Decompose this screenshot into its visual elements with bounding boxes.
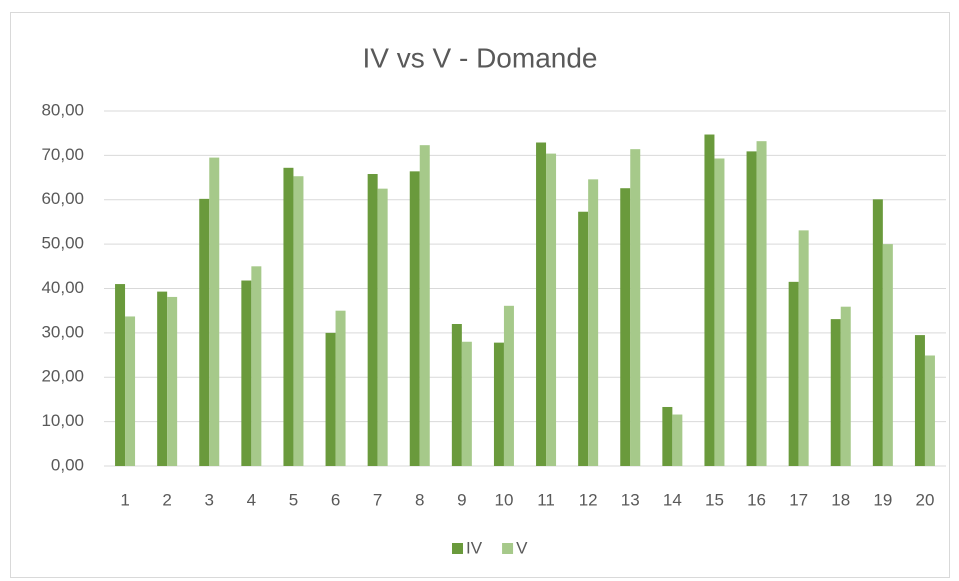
x-tick-label: 10 xyxy=(494,490,513,509)
bar xyxy=(672,414,683,466)
bar xyxy=(367,174,378,466)
y-tick-label: 20,00 xyxy=(41,367,84,386)
legend-label: V xyxy=(516,538,528,557)
bar xyxy=(840,306,851,466)
x-tick-label: 15 xyxy=(705,490,724,509)
bar xyxy=(377,188,388,466)
x-tick-label: 2 xyxy=(162,490,171,509)
x-tick-label: 20 xyxy=(915,490,934,509)
bar xyxy=(924,355,935,466)
bar xyxy=(746,151,757,466)
y-tick-label: 40,00 xyxy=(41,278,84,297)
y-tick-label: 10,00 xyxy=(41,411,84,430)
bar xyxy=(546,153,557,466)
x-tick-label: 13 xyxy=(621,490,640,509)
bar xyxy=(199,198,210,467)
x-tick-label: 17 xyxy=(789,490,808,509)
x-tick-label: 12 xyxy=(579,490,598,509)
x-tick-label: 1 xyxy=(120,490,129,509)
bar xyxy=(167,296,178,466)
bar xyxy=(914,335,925,466)
y-tick-label: 60,00 xyxy=(41,189,84,208)
bar xyxy=(251,266,262,466)
bar xyxy=(493,342,504,466)
legend-swatch xyxy=(452,543,463,554)
bar xyxy=(756,141,767,467)
bar xyxy=(714,158,725,466)
bar xyxy=(209,157,220,466)
bar xyxy=(125,316,136,466)
bar xyxy=(503,305,514,466)
x-tick-label: 3 xyxy=(205,490,214,509)
bar xyxy=(283,167,294,467)
x-tick-label: 9 xyxy=(457,490,466,509)
chart-title: IV vs V - Domande xyxy=(363,42,598,73)
bar xyxy=(241,280,252,466)
bar xyxy=(157,291,168,466)
bar xyxy=(620,188,631,466)
x-tick-label: 8 xyxy=(415,490,424,509)
x-tick-label: 14 xyxy=(663,490,682,509)
bar xyxy=(588,179,599,466)
bar xyxy=(325,332,336,466)
bar xyxy=(115,284,126,466)
bar xyxy=(788,281,799,466)
legend-label: IV xyxy=(466,538,483,557)
x-tick-label: 19 xyxy=(873,490,892,509)
y-tick-label: 30,00 xyxy=(41,322,84,341)
x-tick-label: 6 xyxy=(331,490,340,509)
x-tick-label: 16 xyxy=(747,490,766,509)
bar xyxy=(882,244,893,466)
x-tick-label: 4 xyxy=(247,490,256,509)
y-tick-label: 80,00 xyxy=(41,100,84,119)
bar xyxy=(704,134,715,467)
y-tick-label: 0,00 xyxy=(51,455,84,474)
bar xyxy=(662,406,673,466)
bar xyxy=(409,171,420,466)
bar xyxy=(578,211,589,466)
bar xyxy=(798,230,809,466)
bar xyxy=(630,149,641,466)
x-tick-label: 5 xyxy=(289,490,298,509)
bar xyxy=(461,341,472,466)
x-tick-label: 11 xyxy=(537,490,555,509)
legend-swatch xyxy=(502,543,514,554)
y-tick-label: 50,00 xyxy=(41,234,84,253)
bar xyxy=(536,142,547,466)
bar xyxy=(872,199,883,466)
bar xyxy=(293,176,304,466)
y-tick-label: 70,00 xyxy=(41,145,84,164)
bar xyxy=(335,310,346,466)
bar xyxy=(830,319,841,466)
bar xyxy=(419,145,430,466)
x-tick-label: 7 xyxy=(373,490,382,509)
x-tick-label: 18 xyxy=(831,490,850,509)
bar xyxy=(451,324,462,466)
